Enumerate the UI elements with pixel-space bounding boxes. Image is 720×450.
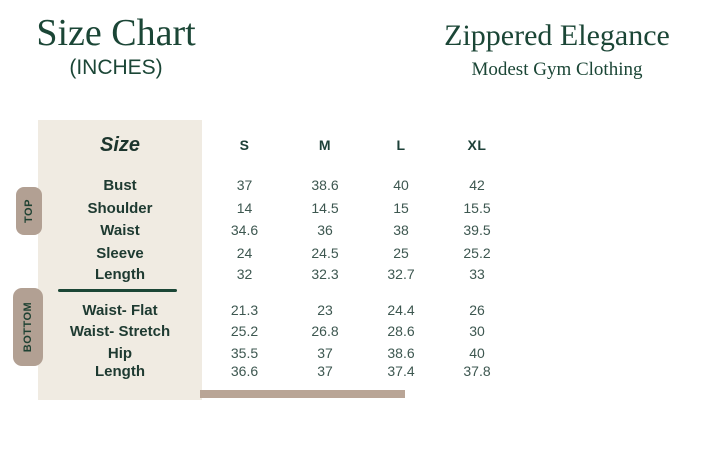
cell-value: 14.5	[311, 200, 339, 216]
top-section-label: TOP	[22, 199, 35, 223]
row-label: Waist- Flat	[82, 301, 158, 319]
row-label: Waist	[100, 221, 140, 239]
bottom-section-badge: BOTTOM	[13, 288, 43, 366]
cell-value: 36.6	[230, 363, 259, 379]
cell-value: 15	[393, 200, 409, 216]
cell-value: 37.8	[463, 363, 491, 379]
cell-value: 35.5	[230, 345, 259, 361]
cell-value: 24.5	[311, 245, 339, 261]
decorative-bar	[200, 390, 405, 398]
table-row: Length 32 32.3 32.7 33	[38, 263, 515, 285]
table-row: Bust 37 38.6 40 42	[38, 174, 515, 196]
cell-value: 42	[469, 177, 485, 193]
header-left: Size Chart (INCHES)	[18, 12, 214, 80]
brand-title: Zippered Elegance	[444, 19, 670, 52]
row-label: Hip	[107, 344, 133, 362]
cell-value: 40	[393, 177, 409, 193]
cell-value: 25	[393, 245, 409, 261]
col-header-l: L	[396, 137, 406, 153]
cell-value: 28.6	[387, 323, 415, 339]
cell-value: 37	[317, 363, 333, 379]
col-header-s: S	[239, 137, 250, 153]
table-row: Waist- Stretch 25.2 26.8 28.6 30	[38, 320, 515, 342]
header-right: Zippered Elegance Modest Gym Clothing	[418, 20, 696, 81]
cell-value: 25.2	[230, 323, 259, 339]
cell-value: 32	[236, 266, 253, 282]
cell-value: 36	[317, 222, 333, 238]
bottom-section-label: BOTTOM	[22, 301, 34, 353]
cell-value: 37	[236, 177, 253, 193]
cell-value: 33	[469, 266, 485, 282]
table-row: Waist 34.6 36 38 39.5	[38, 219, 515, 241]
cell-value: 34.6	[230, 222, 259, 238]
table-row: Waist- Flat 21.3 23 24.4 26	[38, 299, 515, 321]
cell-value: 24	[236, 245, 253, 261]
col-header-xl: XL	[467, 137, 487, 153]
cell-value: 37.4	[387, 363, 415, 379]
brand-tagline: Modest Gym Clothing	[471, 58, 643, 80]
cell-value: 39.5	[463, 222, 491, 238]
cell-value: 23	[317, 302, 333, 318]
units-subtitle: (INCHES)	[69, 55, 163, 79]
cell-value: 32.3	[311, 266, 339, 282]
col-header-m: M	[318, 137, 332, 153]
cell-value: 30	[469, 323, 485, 339]
row-label: Bust	[103, 176, 137, 194]
table-row: Shoulder 14 14.5 15 15.5	[38, 197, 515, 219]
cell-value: 25.2	[463, 245, 491, 261]
table-row: Length 36.6 37 37.4 37.8	[38, 360, 515, 382]
row-label: Length	[95, 362, 145, 380]
top-section-badge: TOP	[16, 187, 42, 235]
size-header: Size	[99, 133, 141, 156]
row-label: Length	[95, 265, 145, 283]
cell-value: 32.7	[387, 266, 415, 282]
cell-value: 37	[317, 345, 333, 361]
cell-value: 38.6	[311, 177, 339, 193]
table-row: Sleeve 24 24.5 25 25.2	[38, 242, 515, 264]
row-label: Sleeve	[96, 244, 144, 262]
cell-value: 15.5	[463, 200, 491, 216]
cell-value: 38.6	[387, 345, 415, 361]
table-header-row: Size S M L XL	[38, 132, 515, 158]
row-label: Shoulder	[87, 199, 153, 217]
cell-value: 38	[393, 222, 409, 238]
section-divider	[58, 289, 177, 292]
cell-value: 26.8	[311, 323, 339, 339]
cell-value: 26	[469, 302, 485, 318]
table-row: Hip 35.5 37 38.6 40	[38, 342, 515, 364]
cell-value: 24.4	[387, 302, 415, 318]
cell-value: 14	[236, 200, 253, 216]
cell-value: 21.3	[230, 302, 259, 318]
label-column-background	[38, 120, 202, 400]
row-label: Waist- Stretch	[69, 322, 171, 340]
cell-value: 40	[469, 345, 485, 361]
page-title: Size Chart	[36, 12, 196, 54]
